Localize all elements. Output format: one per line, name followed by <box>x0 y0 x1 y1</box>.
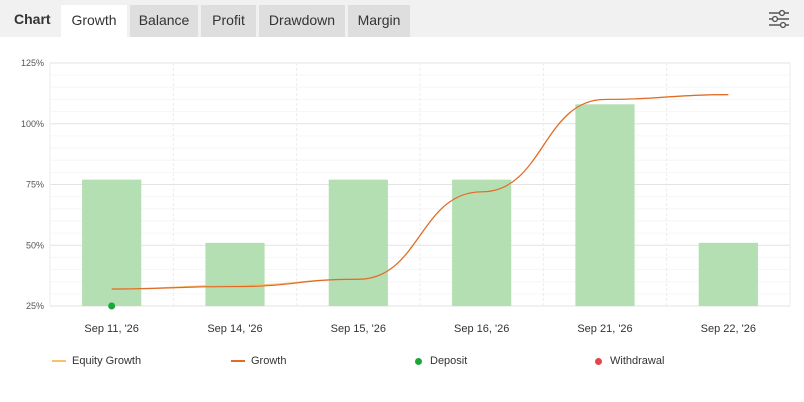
x-tick-label: Sep 22, '26 <box>701 323 756 335</box>
y-tick-label: 50% <box>26 240 44 250</box>
deposit-dot-icon <box>415 357 422 365</box>
legend-withdrawal-label: Withdrawal <box>610 355 665 367</box>
growth-swatch <box>231 360 245 363</box>
tab-drawdown[interactable]: Drawdown <box>259 5 345 37</box>
bar[interactable] <box>698 242 758 306</box>
x-tick-label: Sep 21, '26 <box>577 323 632 335</box>
chart-ticks: 25% 50% 75% 100% 125% Sep 11, '26 Sep 14, '26 S… <box>21 58 756 335</box>
y-tick-label: 25% <box>26 301 44 311</box>
legend-growth[interactable]: Growth <box>231 353 286 369</box>
chart-legend: Equity Growth Growth Deposit Withdrawal <box>0 353 804 371</box>
tab-growth[interactable]: Growth <box>61 5 127 37</box>
equity-growth-swatch <box>52 360 66 363</box>
legend-growth-label: Growth <box>251 355 287 367</box>
chart-bars <box>82 104 758 306</box>
bar[interactable] <box>82 179 142 306</box>
sliders-icon[interactable] <box>768 9 790 29</box>
deposit-marker[interactable] <box>108 302 116 310</box>
y-tick-label: 125% <box>21 58 44 68</box>
tab-balance[interactable]: Balance <box>130 5 198 37</box>
tab-margin[interactable]: Margin <box>348 5 410 37</box>
y-tick-label: 75% <box>26 180 44 190</box>
bar[interactable] <box>452 179 512 306</box>
growth-chart: 25% 50% 75% 100% 125% Sep 11, '26 Sep 14, '26 S… <box>21 58 791 335</box>
legend-deposit[interactable]: Deposit <box>415 353 467 369</box>
y-tick-label: 100% <box>21 119 44 129</box>
x-tick-label: Sep 15, '26 <box>331 323 386 335</box>
bar[interactable] <box>205 242 265 306</box>
bar[interactable] <box>575 104 635 306</box>
tab-profit[interactable]: Profit <box>201 5 256 37</box>
chart-grid <box>49 62 791 307</box>
legend-withdrawal[interactable]: Withdrawal <box>595 353 664 369</box>
withdrawal-dot-icon <box>595 357 602 365</box>
x-tick-label: Sep 14, '26 <box>207 323 262 335</box>
legend-equity-growth-label: Equity Growth <box>72 355 142 367</box>
legend-equity-growth[interactable]: Equity Growth <box>52 353 141 369</box>
x-tick-label: Sep 11, '26 <box>84 323 139 335</box>
x-tick-label: Sep 16, '26 <box>454 323 509 335</box>
growth-line[interactable] <box>111 93 729 290</box>
legend-deposit-label: Deposit <box>430 355 468 367</box>
chart-section-title: Chart <box>14 11 51 27</box>
chart-tab-bar: Chart Growth Balance Profit Drawdown Mar… <box>0 0 804 37</box>
chart-lines <box>108 93 729 310</box>
bar[interactable] <box>328 179 388 306</box>
